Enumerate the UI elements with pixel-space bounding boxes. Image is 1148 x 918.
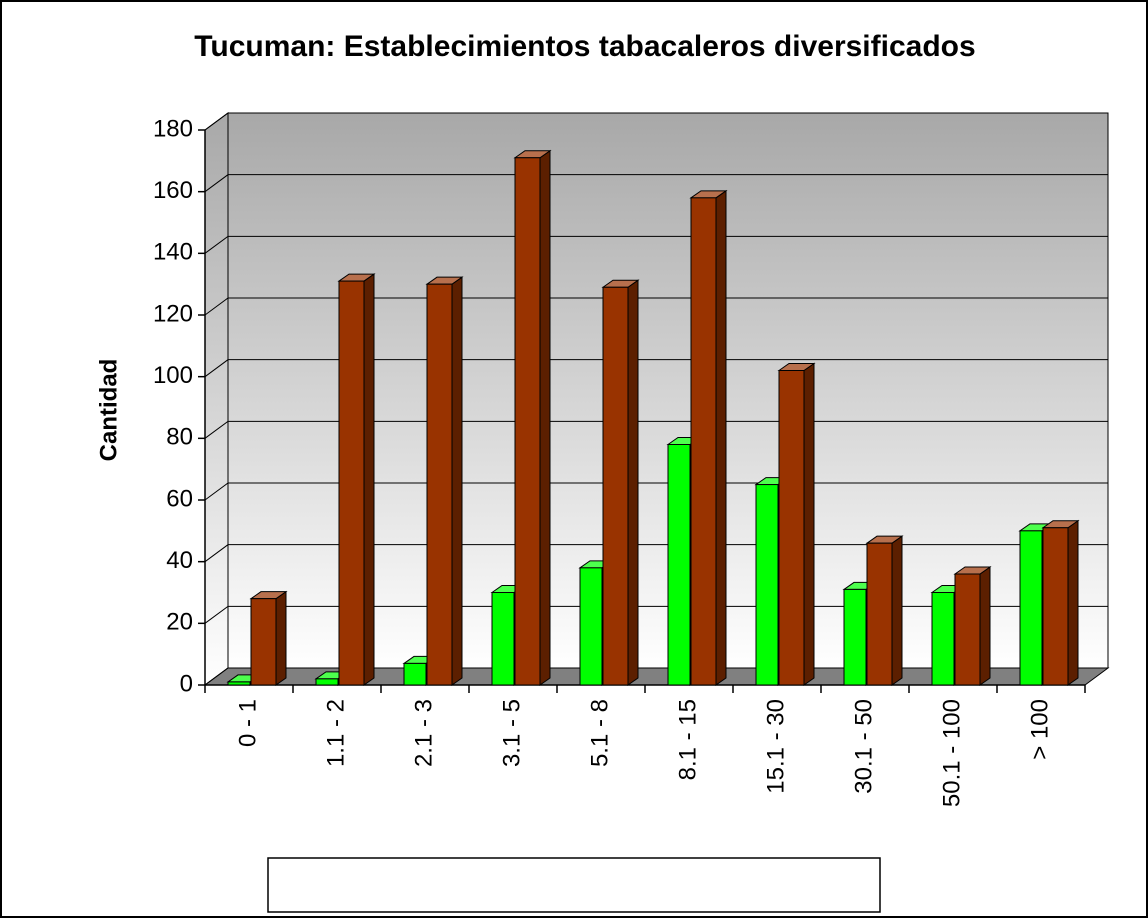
y-tick-label: 0 xyxy=(180,670,193,697)
bar xyxy=(690,197,717,686)
bar-side xyxy=(1067,519,1079,686)
y-tick-label: 20 xyxy=(166,609,193,636)
y-axis-label: Cantidad xyxy=(95,359,122,462)
bar-side xyxy=(627,279,639,686)
bar-group xyxy=(513,149,552,686)
bar-group xyxy=(601,279,640,686)
grid-line xyxy=(204,112,1108,131)
bar-side xyxy=(891,535,903,686)
x-tick-label: 5.1 - 8 xyxy=(586,699,613,767)
bar-side xyxy=(979,566,991,686)
side-wall xyxy=(204,112,229,686)
bar-group xyxy=(865,535,904,686)
chart-title: Tucuman: Establecimientos tabacaleros di… xyxy=(194,30,975,63)
grid-line xyxy=(204,605,1108,624)
bar xyxy=(426,283,453,686)
bar-group xyxy=(689,189,728,686)
grid-line xyxy=(204,359,1108,378)
grid-line xyxy=(204,235,1108,254)
bar-side xyxy=(451,276,463,686)
bar xyxy=(1042,527,1069,686)
bar-group xyxy=(953,566,992,686)
bar xyxy=(514,157,541,686)
bar xyxy=(227,681,251,686)
bar-group xyxy=(249,590,288,686)
bar xyxy=(866,542,893,686)
x-tick-label: 15.1 - 30 xyxy=(762,699,789,794)
x-tick-label: 50.1 - 100 xyxy=(938,699,965,807)
bar xyxy=(931,592,955,686)
x-tick-label: 2.1 - 3 xyxy=(410,699,437,767)
y-tick-label: 120 xyxy=(153,300,193,327)
bar xyxy=(250,598,277,686)
x-tick-label: 8.1 - 15 xyxy=(674,699,701,780)
bar-side xyxy=(363,273,375,686)
grid-line xyxy=(204,420,1108,439)
bar-side xyxy=(715,189,727,686)
grid-line xyxy=(204,482,1108,501)
y-tick-label: 60 xyxy=(166,485,193,512)
bar xyxy=(491,592,515,686)
bar-group xyxy=(1041,519,1080,686)
y-tick-label: 80 xyxy=(166,424,193,451)
bar xyxy=(755,484,779,686)
x-tick-label: 30.1 - 50 xyxy=(850,699,877,794)
y-tick-label: 100 xyxy=(153,362,193,389)
bar-side xyxy=(539,149,551,686)
y-tick-label: 140 xyxy=(153,239,193,266)
bar xyxy=(602,286,629,686)
bar-side xyxy=(803,362,815,686)
bar xyxy=(338,280,365,686)
bar xyxy=(843,588,867,686)
bar xyxy=(315,678,339,686)
legend xyxy=(267,857,881,913)
x-tick-label: > 100 xyxy=(1026,699,1053,760)
bar xyxy=(403,662,427,686)
grid-line xyxy=(204,297,1108,316)
bar-side xyxy=(275,590,287,686)
bar xyxy=(579,567,603,686)
x-tick-label: 1.1 - 2 xyxy=(322,699,349,767)
y-tick-label: 160 xyxy=(153,177,193,204)
bar xyxy=(778,370,805,686)
bar-group xyxy=(337,273,376,686)
grid-line xyxy=(204,667,1108,686)
bar-group xyxy=(777,362,816,686)
grid-line xyxy=(204,544,1108,563)
bar-group xyxy=(425,276,464,686)
x-tick-label: 3.1 - 5 xyxy=(498,699,525,767)
grid-line xyxy=(204,174,1108,193)
x-tick-label: 0 - 1 xyxy=(234,699,261,747)
bar xyxy=(667,444,691,686)
y-tick-label: 180 xyxy=(153,115,193,142)
y-tick-label: 40 xyxy=(166,547,193,574)
bar xyxy=(954,573,981,686)
bar xyxy=(1019,530,1043,686)
